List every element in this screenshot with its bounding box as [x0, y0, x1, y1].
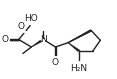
Text: H₂N: H₂N — [70, 64, 88, 73]
Text: O: O — [18, 22, 25, 31]
Text: O: O — [52, 58, 59, 67]
Polygon shape — [68, 43, 80, 52]
Text: HO: HO — [24, 14, 38, 23]
Text: O: O — [1, 35, 8, 44]
Polygon shape — [68, 30, 92, 43]
Polygon shape — [31, 40, 42, 47]
Text: N: N — [40, 35, 47, 44]
